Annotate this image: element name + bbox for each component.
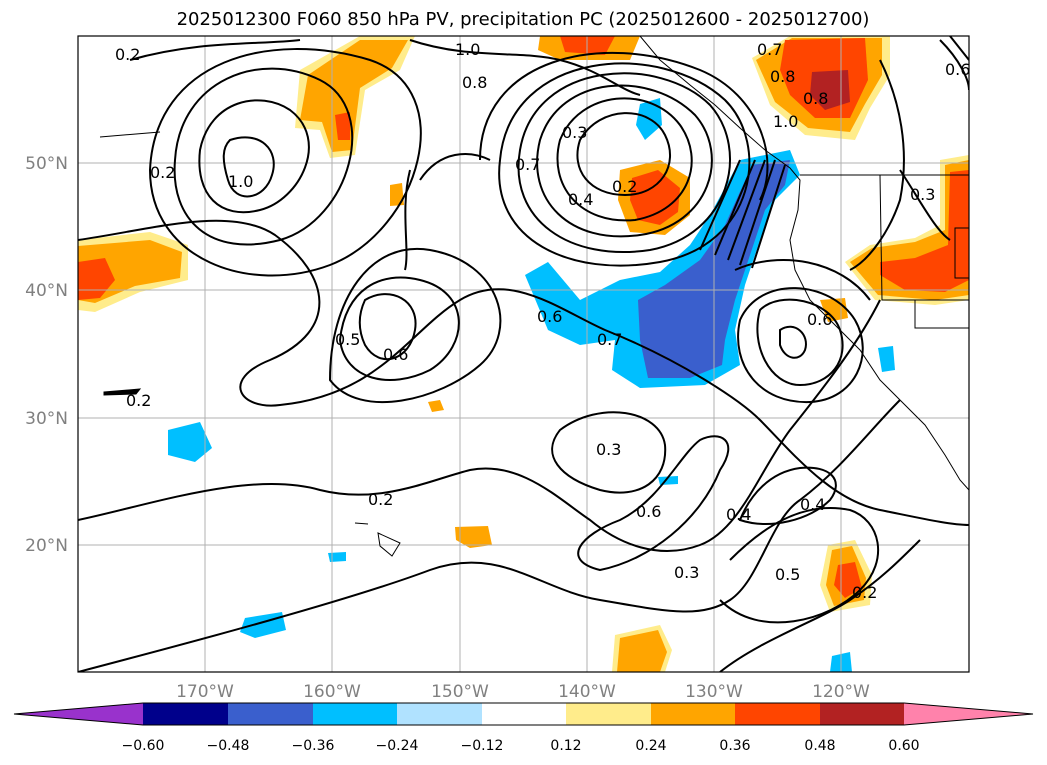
positive-shading-cell bbox=[335, 112, 350, 140]
negative-shading-cell bbox=[525, 150, 800, 388]
lat-tick-labels: 50°N 40°N 30°N 20°N bbox=[25, 154, 68, 556]
colorbar-swatch bbox=[143, 703, 228, 725]
lat-tick-label: 50°N bbox=[25, 154, 68, 174]
contour-label: 0.4 bbox=[800, 495, 825, 514]
contour-label: 1.0 bbox=[455, 40, 480, 59]
contour-label: 0.8 bbox=[770, 67, 795, 86]
colorbar-tick-label: 0.12 bbox=[550, 738, 581, 754]
map-title: 2025012300 F060 850 hPa PV, precipitatio… bbox=[177, 9, 870, 30]
contour-label: 0.6 bbox=[537, 307, 562, 326]
colorbar-tick-label: −0.60 bbox=[122, 738, 165, 754]
colorbar-tick-label: 0.60 bbox=[888, 738, 919, 754]
colorbar-extend-low bbox=[14, 703, 143, 725]
contour-label: 0.7 bbox=[515, 155, 540, 174]
positive-shading-cell bbox=[810, 70, 850, 110]
positive-shading-cell bbox=[390, 183, 404, 206]
lat-tick-label: 40°N bbox=[25, 281, 68, 301]
lon-tick-label: 160°W bbox=[303, 682, 361, 702]
contour-label: 0.6 bbox=[383, 345, 408, 364]
contour-label: 0.3 bbox=[596, 440, 621, 459]
colorbar-swatch bbox=[313, 703, 397, 725]
lon-tick-label: 130°W bbox=[685, 682, 743, 702]
lon-tick-label: 140°W bbox=[558, 682, 616, 702]
contour-label: 0.2 bbox=[368, 490, 393, 509]
positive-shading-cell bbox=[428, 400, 444, 412]
positive-shading-cell bbox=[300, 40, 408, 152]
colorbar-tick-label: −0.48 bbox=[207, 738, 250, 754]
map-area: 0.2 1.0 0.8 0.7 0.8 0.8 1.0 0.6 0.2 1.0 … bbox=[77, 35, 970, 673]
contour-label: 0.3 bbox=[910, 185, 935, 204]
lon-tick-label: 150°W bbox=[431, 682, 489, 702]
map-frame bbox=[77, 35, 970, 673]
contour-label: 0.2 bbox=[126, 391, 151, 410]
contour-label: 0.7 bbox=[757, 40, 782, 59]
negative-shading-cell bbox=[168, 422, 212, 462]
contour-label: 0.2 bbox=[852, 583, 877, 602]
contour-label: 0.6 bbox=[636, 502, 661, 521]
map-background bbox=[78, 36, 969, 672]
colorbar-outline bbox=[13, 702, 1034, 726]
contour-label: 0.2 bbox=[612, 177, 637, 196]
colorbar-swatch bbox=[566, 703, 651, 725]
colorbar-swatch bbox=[735, 703, 820, 725]
negative-shading-cell bbox=[328, 552, 346, 562]
contour-label: 0.6 bbox=[945, 60, 970, 79]
negative-shading-cell bbox=[878, 346, 895, 372]
colorbar: −0.60 −0.48 −0.36 −0.24 −0.12 0.12 0.24 … bbox=[13, 702, 1034, 754]
colorbar-swatch bbox=[651, 703, 735, 725]
lon-tick-label: 170°W bbox=[176, 682, 234, 702]
colorbar-tick-label: −0.24 bbox=[376, 738, 419, 754]
colorbar-swatch bbox=[482, 703, 566, 725]
contour-label: 0.3 bbox=[674, 563, 699, 582]
positive-shading-cell bbox=[455, 526, 492, 548]
contour-label: 0.2 bbox=[115, 45, 140, 64]
positive-shading-cell bbox=[880, 170, 969, 292]
contour-label: 0.3 bbox=[562, 123, 587, 142]
contour-label: 0.2 bbox=[150, 163, 175, 182]
lon-tick-label: 120°W bbox=[812, 682, 870, 702]
colorbar-tick-label: −0.12 bbox=[461, 738, 504, 754]
contour-label: 0.5 bbox=[775, 565, 800, 584]
contour-label: 0.4 bbox=[568, 190, 593, 209]
pv-contours bbox=[78, 36, 969, 672]
colorbar-swatch bbox=[397, 703, 482, 725]
contour-label: 0.8 bbox=[462, 73, 487, 92]
colorbar-tick-label: 0.24 bbox=[635, 738, 666, 754]
lon-tick-labels: 170°W 160°W 150°W 140°W 130°W 120°W bbox=[176, 682, 870, 702]
contour-label: 0.4 bbox=[726, 505, 751, 524]
positive-shading-cell bbox=[630, 170, 680, 225]
colorbar-tick-labels: −0.60 −0.48 −0.36 −0.24 −0.12 0.12 0.24 … bbox=[122, 738, 920, 754]
colorbar-tick-label: 0.48 bbox=[804, 738, 835, 754]
colorbar-swatch bbox=[820, 703, 904, 725]
colorbar-extend-high bbox=[904, 703, 1033, 725]
contour-label: 0.7 bbox=[597, 330, 622, 349]
colorbar-tick-label: −0.36 bbox=[292, 738, 335, 754]
contour-label: 0.8 bbox=[803, 89, 828, 108]
lat-tick-label: 20°N bbox=[25, 536, 68, 556]
positive-shading-cell bbox=[617, 630, 667, 672]
contour-labels: 0.2 1.0 0.8 0.7 0.8 0.8 1.0 0.6 0.2 1.0 … bbox=[115, 40, 970, 602]
contour-label: 1.0 bbox=[228, 172, 253, 191]
colorbar-swatch bbox=[228, 703, 313, 725]
coastlines bbox=[99, 36, 969, 557]
lat-tick-label: 30°N bbox=[25, 409, 68, 429]
contour-label: 1.0 bbox=[773, 112, 798, 131]
colorbar-tick-label: 0.36 bbox=[719, 738, 750, 754]
contour-label: 0.5 bbox=[335, 330, 360, 349]
contour-label: 0.6 bbox=[807, 310, 832, 329]
